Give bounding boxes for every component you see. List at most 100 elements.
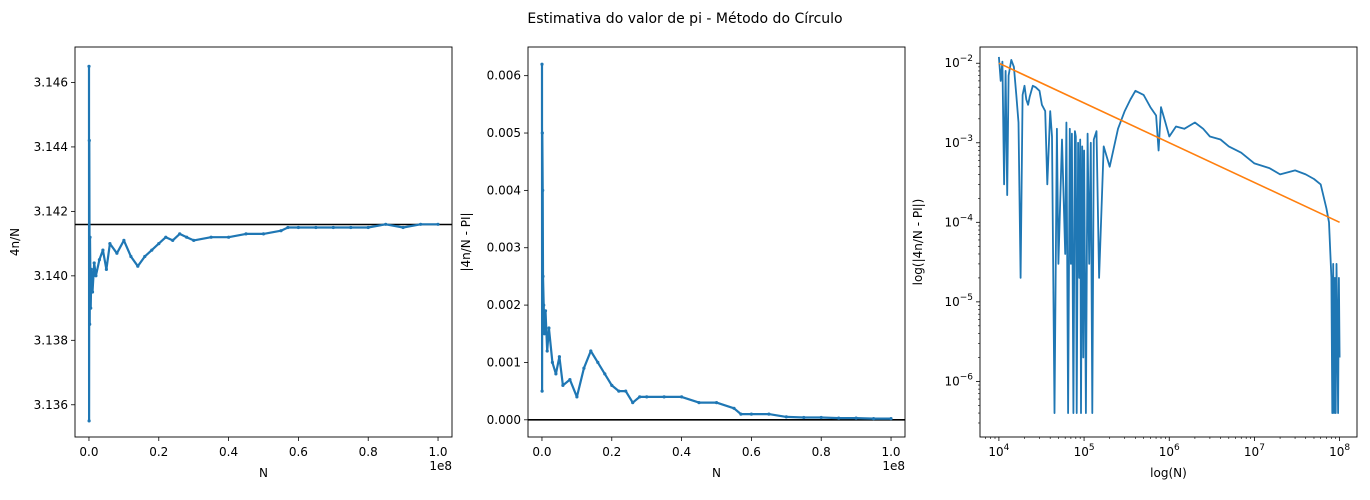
y-axis-label: log(|4n/N - PI|) [911,199,925,286]
plot-area [87,64,440,423]
data-trace [540,64,891,420]
data-point [171,238,175,242]
data-point [101,248,105,252]
data-point [104,267,108,271]
y-tick-label: 0.006 [487,69,521,83]
data-point [88,322,92,326]
data-point [192,238,196,242]
data-point [436,222,440,226]
x-axis-label: N [259,466,268,480]
data-point [331,225,335,230]
y-tick-label: 10−5 [944,293,973,309]
y-tick-label: 0.002 [487,298,521,312]
data-point [854,416,858,420]
data-point [542,303,546,307]
data-point [178,232,182,236]
x-tick-label: 0.4 [672,445,691,459]
data-point [541,274,545,278]
data-point [90,290,95,294]
x-axis-label: log(N) [1150,466,1187,480]
data-point [540,389,544,393]
axes-frame [527,46,906,438]
subplot-abs-error: 0.0 0.2 0.4 0.6 0.8 1.0 0.000 0.001 0.002 0.003 0.… [459,46,906,480]
data-point [97,258,101,262]
plot-area [998,56,1341,414]
data-point [624,389,628,393]
data-point [129,254,133,259]
data-point [714,401,719,405]
data-point [837,416,841,420]
data-point [568,378,572,382]
x-tick-label: 105 [1074,443,1095,459]
data-point [582,366,586,370]
data-point [122,238,126,242]
series-line [998,62,1340,224]
x-tick-label: 0.4 [219,445,238,459]
data-point [366,225,370,230]
y-tick-label: 10−6 [944,372,973,388]
data-point [108,242,112,246]
data-point [541,188,545,192]
data-point [767,412,771,416]
data-point [286,225,290,230]
data-point [603,372,607,376]
x-tick-label: 108 [1329,443,1350,459]
axes-frame [979,46,1358,438]
x-tick-label: 1.0 [428,445,447,459]
x-tick-label: 0.6 [289,445,308,459]
data-point [819,415,823,420]
data-point [545,349,549,353]
data-point [87,138,91,143]
data-point [88,235,92,239]
x-tick-label: 106 [1159,443,1180,459]
y-tick-label: 0.005 [487,126,521,140]
data-point [802,415,806,420]
data-point [631,401,635,405]
x-tick-label: 0.0 [532,445,551,459]
data-point [384,222,388,226]
data-trace [87,66,438,422]
x-tick-label: 104 [988,443,1009,459]
data-point [645,395,649,399]
y-tick-label: 0.000 [487,413,521,427]
data-point [261,232,266,236]
x-tick-label: 0.2 [149,445,168,459]
data-point [575,395,579,399]
axes-frame [74,46,453,438]
x-tick-label: 0.6 [742,445,761,459]
y-tick-label: 10−2 [944,54,973,70]
data-point [872,417,876,421]
series-line [998,56,1341,414]
y-tick-label: 3.142 [34,204,68,218]
x-tick-label: 107 [1244,443,1265,459]
x-tick-label: 0.8 [812,445,831,459]
data-point [87,419,91,423]
data-point [92,261,96,265]
y-axis-label: 4n/N [8,228,22,256]
x-tick-label: 0.0 [79,445,98,459]
data-point [314,225,318,230]
x-tick-label: 0.2 [602,445,621,459]
data-point [749,412,754,416]
data-point [589,349,593,353]
data-point [143,254,147,259]
data-point [543,309,548,313]
data-point [279,229,283,233]
figure-title: Estimativa do valor de pi - Método do Cí… [527,11,842,27]
data-point [87,64,91,68]
plot-area [540,62,893,421]
data-point [115,251,119,255]
data-point [697,401,701,405]
data-point [550,360,555,364]
y-tick-label: 10−4 [944,213,973,229]
data-point [680,395,684,399]
data-point [164,235,168,239]
data-point [662,395,666,399]
data-point [784,415,788,419]
y-tick-label: 0.001 [487,355,521,369]
data-point [610,383,614,387]
data-point [296,225,300,230]
y-tick-label: 0.003 [487,241,521,255]
x-tick-label: 1.0 [881,445,900,459]
